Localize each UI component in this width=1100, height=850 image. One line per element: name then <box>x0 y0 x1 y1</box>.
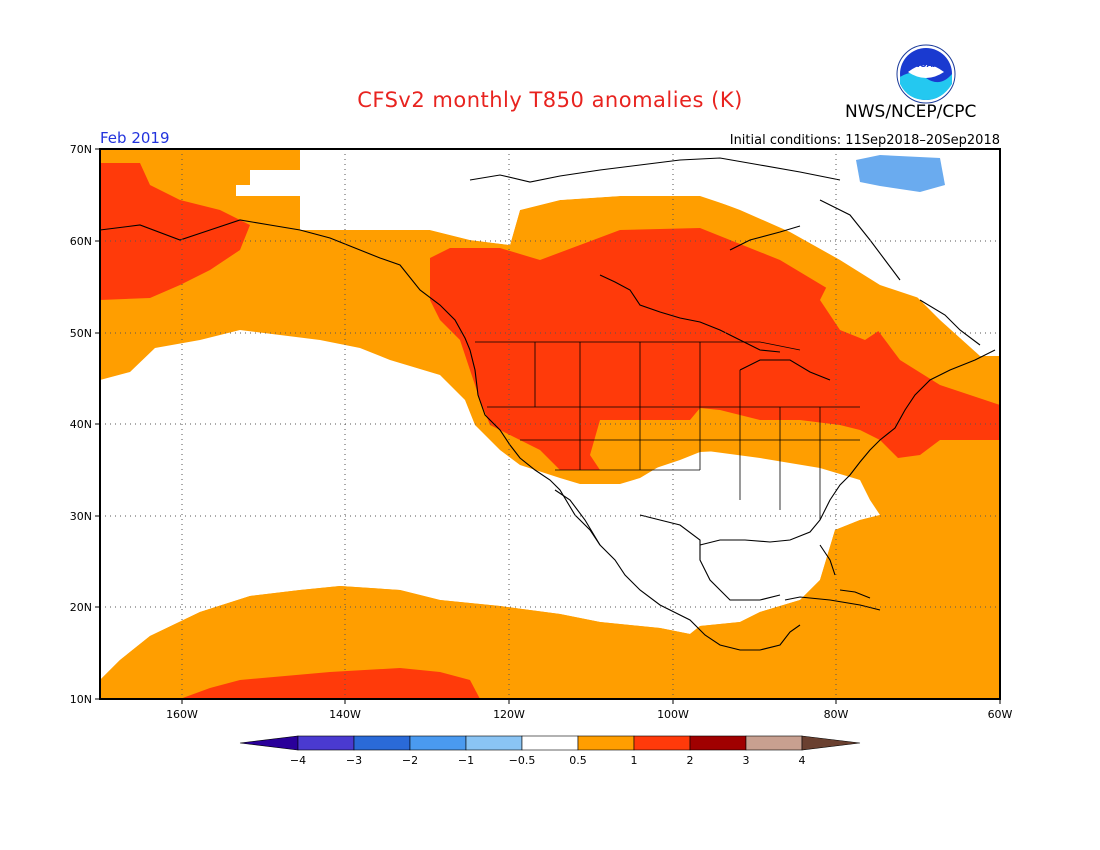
colorbar-arrow-left <box>239 735 299 751</box>
colorbar-box <box>353 735 411 751</box>
colorbar: −4 −3 −2 −1 −0.5 0.5 1 2 3 4 <box>239 735 861 767</box>
coastlines <box>100 157 996 651</box>
colorbar-arrow-right <box>801 735 861 751</box>
lat-label-30n: 30N <box>70 510 92 523</box>
svg-text:NOAA: NOAA <box>913 60 939 69</box>
lon-label-100w: 100W <box>657 708 689 721</box>
colorbar-box <box>745 735 803 751</box>
political-borders <box>475 341 860 520</box>
lon-label-80w: 80W <box>824 708 849 721</box>
colorbar-label: −2 <box>402 754 418 767</box>
colorbar-label: 4 <box>799 754 806 767</box>
colorbar-label: −4 <box>290 754 306 767</box>
lat-label-60n: 60N <box>70 235 92 248</box>
lat-label-50n: 50N <box>70 327 92 340</box>
tick-marks <box>95 148 1001 704</box>
colorbar-label: 3 <box>743 754 750 767</box>
graticule <box>100 149 1000 699</box>
lat-label-10n: 10N <box>70 693 92 706</box>
colorbar-box <box>521 735 579 751</box>
lon-label-120w: 120W <box>493 708 525 721</box>
colorbar-box <box>633 735 691 751</box>
neutral-pacific <box>100 330 880 680</box>
colorbar-label: −3 <box>346 754 362 767</box>
colorbar-box <box>465 735 523 751</box>
cold-patch-greenland <box>856 155 945 192</box>
initial-conditions-label: Initial conditions: 11Sep2018–20Sep2018 <box>729 133 1000 148</box>
warm-core-alaska <box>100 163 250 300</box>
lat-label-40n: 40N <box>70 418 92 431</box>
colorbar-box <box>409 735 467 751</box>
valid-month-label: Feb 2019 <box>100 129 170 147</box>
colorbar-label: −1 <box>458 754 474 767</box>
lat-label-20n: 20N <box>70 601 92 614</box>
noaa-logo-icon: NOAA <box>896 44 956 104</box>
colorbar-label: −0.5 <box>509 754 536 767</box>
warm-core-canada-us <box>430 228 1000 470</box>
lon-label-140w: 140W <box>329 708 361 721</box>
warm-core-pacific <box>180 668 480 699</box>
colorbar-label: 2 <box>687 754 694 767</box>
colorbar-box <box>297 735 355 751</box>
lon-label-160w: 160W <box>166 708 198 721</box>
agency-label: NWS/NCEP/CPC <box>845 102 977 122</box>
colorbar-label: 1 <box>631 754 638 767</box>
colorbar-label: 0.5 <box>569 754 587 767</box>
chart-title: CFSv2 monthly T850 anomalies (K) <box>357 88 743 112</box>
colorbar-box <box>577 735 635 751</box>
lon-label-60w: 60W <box>988 708 1013 721</box>
lat-label-70n: 70N <box>70 143 92 156</box>
colorbar-box <box>689 735 747 751</box>
